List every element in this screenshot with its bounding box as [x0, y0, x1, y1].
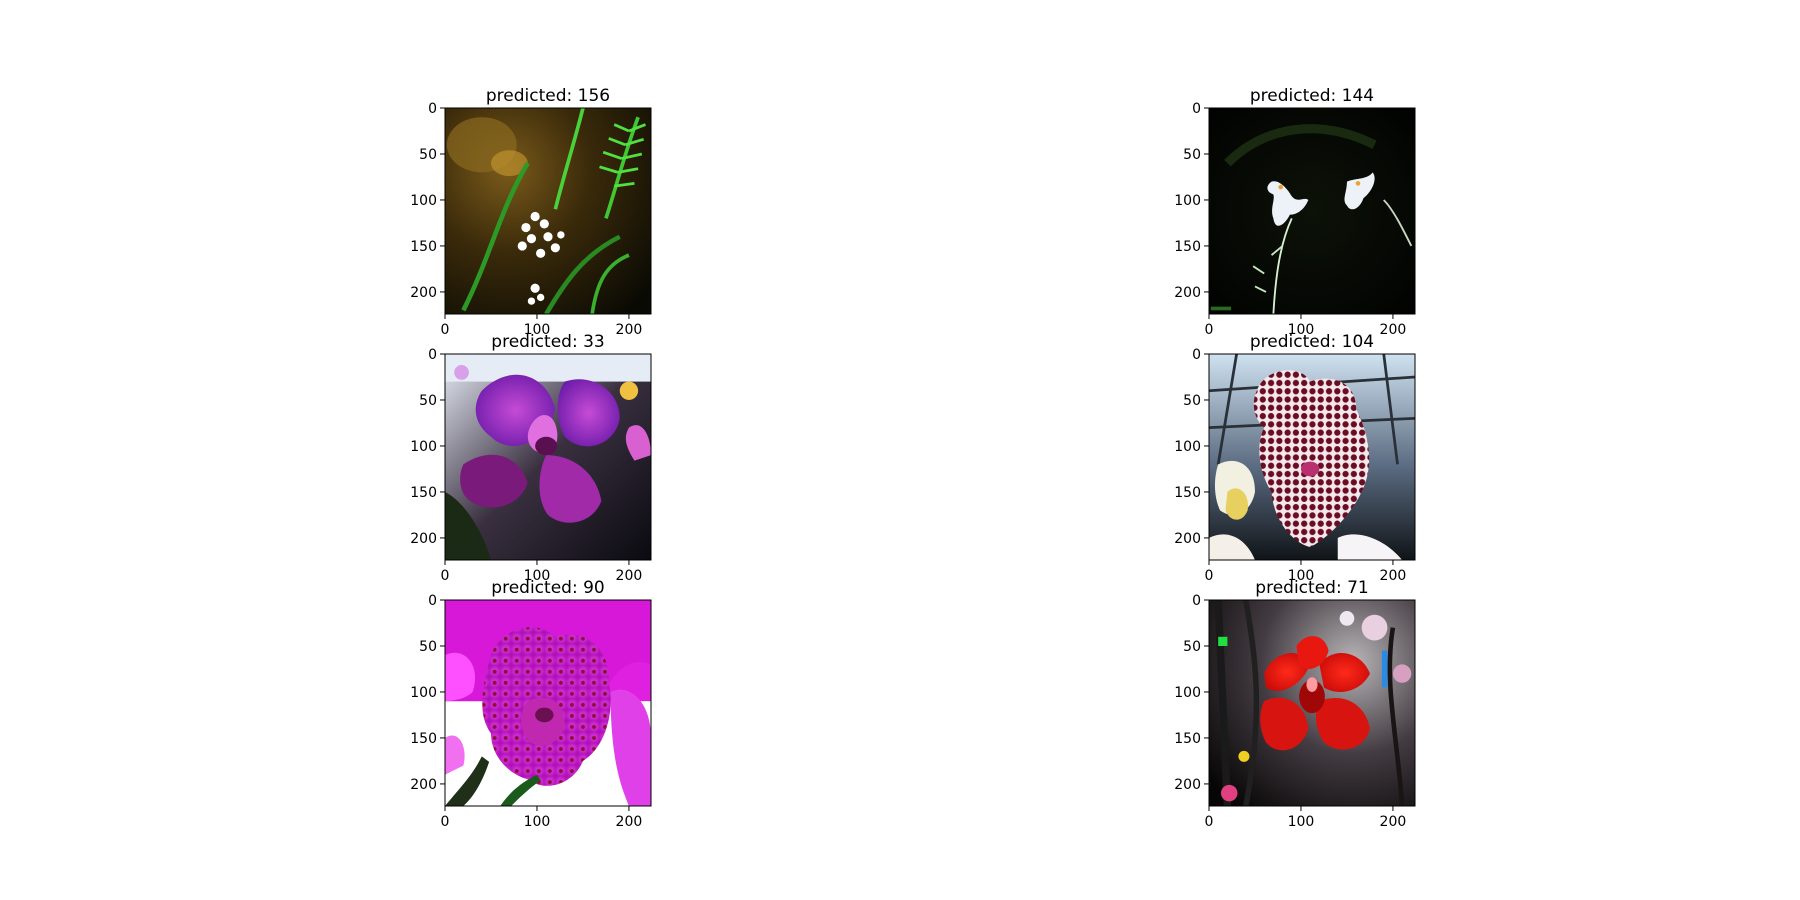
subplot-image	[1209, 108, 1415, 314]
x-tick-label: 100	[1288, 568, 1315, 584]
x-tick-label: 200	[616, 568, 643, 584]
axes-frame	[1208, 599, 1416, 807]
x-tick-label: 0	[441, 814, 450, 830]
x-tick-label: 200	[616, 322, 643, 338]
y-tick-label: 100	[1174, 193, 1201, 209]
y-tick-label: 0	[1192, 593, 1201, 609]
subplot-6: predicted: 71 0 100 200 0 50 100 150 200	[1174, 578, 1416, 830]
y-tick-label: 50	[1183, 639, 1201, 655]
y-tick-label: 0	[428, 593, 437, 609]
subplot-title: predicted: 71	[1255, 578, 1368, 598]
y-tick-label: 50	[1183, 393, 1201, 409]
subplot-image	[445, 108, 651, 314]
y-tick-label: 150	[1174, 485, 1201, 501]
x-tick-label: 0	[441, 568, 450, 584]
x-tick-label: 0	[441, 322, 450, 338]
x-tick-label: 200	[1380, 814, 1407, 830]
axes-frame	[444, 107, 652, 315]
x-tick-label: 200	[1380, 322, 1407, 338]
x-tick-label: 100	[524, 322, 551, 338]
y-tick-label: 150	[410, 731, 437, 747]
y-tick-label: 150	[410, 239, 437, 255]
y-tick-label: 200	[410, 285, 437, 301]
x-tick-label: 0	[1205, 568, 1214, 584]
subplot-title: predicted: 144	[1250, 86, 1374, 106]
y-tick-label: 150	[410, 485, 437, 501]
subplot-image	[1209, 600, 1415, 806]
y-tick-label: 150	[1174, 239, 1201, 255]
y-tick-label: 0	[1192, 101, 1201, 117]
y-tick-label: 0	[1192, 347, 1201, 363]
y-tick-label: 100	[410, 439, 437, 455]
y-tick-label: 100	[410, 685, 437, 701]
subplot-title: predicted: 33	[491, 332, 604, 352]
subplot-image	[1209, 354, 1415, 560]
x-tick-label: 100	[524, 814, 551, 830]
subplot-title: predicted: 156	[486, 86, 610, 106]
y-tick-label: 200	[1174, 777, 1201, 793]
x-tick-label: 200	[1380, 568, 1407, 584]
subplot-5: predicted: 90 0 100 200 0 50 100 150 200	[410, 578, 652, 830]
subplot-title: predicted: 90	[491, 578, 604, 598]
x-tick-label: 100	[524, 568, 551, 584]
y-tick-label: 200	[1174, 531, 1201, 547]
subplot-1: predicted: 156 0 100 200 0 50 100 150 200	[410, 86, 652, 338]
subplot-title: predicted: 104	[1250, 332, 1374, 352]
x-tick-label: 100	[1288, 814, 1315, 830]
subplot-image	[445, 600, 651, 806]
axes-frame	[1208, 107, 1416, 315]
x-tick-label: 200	[616, 814, 643, 830]
y-tick-label: 200	[410, 777, 437, 793]
y-tick-label: 0	[428, 101, 437, 117]
y-tick-label: 50	[419, 147, 437, 163]
subplot-4: predicted: 104 0 100 200 0 50 100 150 200	[1174, 332, 1416, 584]
y-tick-label: 50	[419, 393, 437, 409]
y-tick-label: 150	[1174, 731, 1201, 747]
y-tick-label: 100	[1174, 685, 1201, 701]
axes-frame	[444, 599, 652, 807]
axes-frame	[1208, 353, 1416, 561]
y-tick-label: 100	[410, 193, 437, 209]
x-tick-label: 100	[1288, 322, 1315, 338]
y-tick-label: 0	[428, 347, 437, 363]
subplot-2: predicted: 144 0 100 200 0 50 100 150 200	[1174, 86, 1416, 338]
subplot-3: predicted: 33 0 100 200 0 50 100 150 200	[410, 332, 652, 584]
x-tick-label: 0	[1205, 814, 1214, 830]
axes-frame	[444, 353, 652, 561]
x-tick-label: 0	[1205, 322, 1214, 338]
y-tick-label: 50	[1183, 147, 1201, 163]
subplot-image	[445, 354, 651, 560]
y-tick-label: 200	[1174, 285, 1201, 301]
y-tick-label: 100	[1174, 439, 1201, 455]
y-tick-label: 200	[410, 531, 437, 547]
y-tick-label: 50	[419, 639, 437, 655]
